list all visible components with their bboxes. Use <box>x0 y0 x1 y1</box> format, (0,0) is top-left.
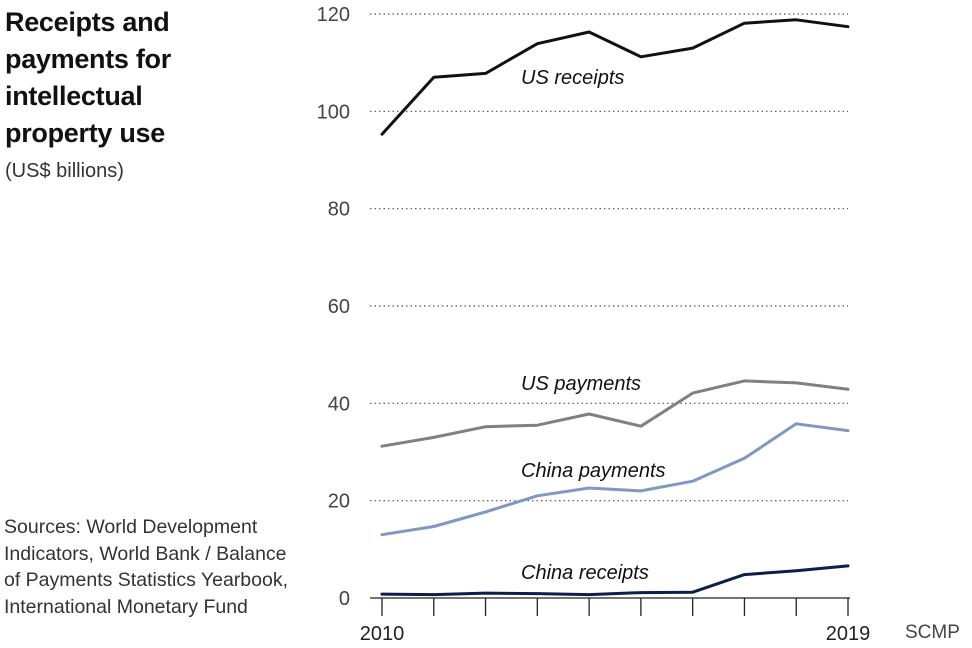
y-tick-label-120: 120 <box>317 4 350 26</box>
y-tick-label-20: 20 <box>328 491 350 513</box>
series-line-china-receipts <box>380 564 850 597</box>
series-label-china-payments: China payments <box>521 460 666 482</box>
series-line-china-payments <box>380 422 850 537</box>
credit-label: SCMP <box>905 622 960 643</box>
y-tick-label-40: 40 <box>328 393 350 415</box>
series-label-us-receipts: US receipts <box>521 67 624 89</box>
series-line-us-payments <box>380 379 850 448</box>
x-tick-label-2010: 2010 <box>360 623 405 645</box>
chart-title: Receipts and payments for intellectual p… <box>5 7 171 148</box>
source-note: Sources: World Development Indicators, W… <box>4 516 288 618</box>
y-tick-label-0: 0 <box>339 588 350 610</box>
series-label-china-receipts: China receipts <box>521 562 649 584</box>
x-tick-label-2019: 2019 <box>826 623 871 645</box>
series-line-us-receipts <box>380 18 850 136</box>
y-tick-label-60: 60 <box>328 296 350 318</box>
y-tick-label-100: 100 <box>317 101 350 123</box>
series-label-us-payments: US payments <box>521 373 641 395</box>
y-tick-label-80: 80 <box>328 199 350 221</box>
chart-subtitle: (US$ billions) <box>5 160 124 182</box>
